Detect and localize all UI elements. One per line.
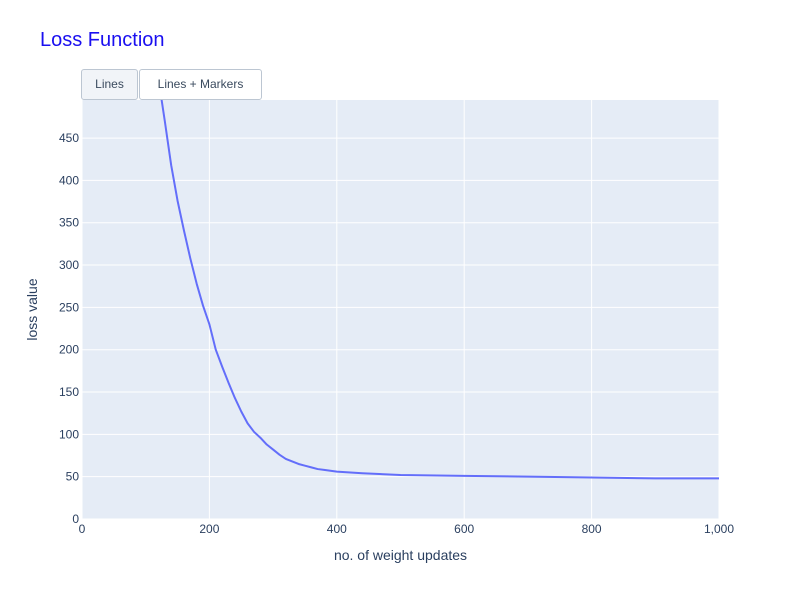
y-tick-label: 100 [59,427,79,441]
y-tick-label: 450 [59,131,79,145]
plot-background [82,100,719,519]
y-tick-label: 250 [59,300,79,314]
x-tick-label: 0 [79,522,86,536]
lines-button[interactable]: Lines [81,69,138,100]
chart-title: Loss Function [40,29,165,51]
y-tick-label: 0 [72,512,79,526]
y-tick-label: 350 [59,216,79,230]
x-tick-label: 600 [454,522,474,536]
loss-series-line [160,100,719,480]
x-axis-title: no. of weight updates [334,547,467,563]
y-axis-title: loss value [24,278,40,340]
y-tick-label: 50 [66,470,80,484]
y-tick-label: 400 [59,173,79,187]
y-tick-label: 200 [59,343,79,357]
x-tick-label: 1,000 [704,522,734,536]
y-tick-label: 300 [59,258,79,272]
lines-markers-button[interactable]: Lines + Markers [139,69,262,100]
y-tick-label: 150 [59,385,79,399]
x-tick-label: 400 [327,522,347,536]
x-tick-label: 200 [199,522,219,536]
mode-button-group: Lines Lines + Markers [81,69,263,100]
x-tick-label: 800 [582,522,602,536]
